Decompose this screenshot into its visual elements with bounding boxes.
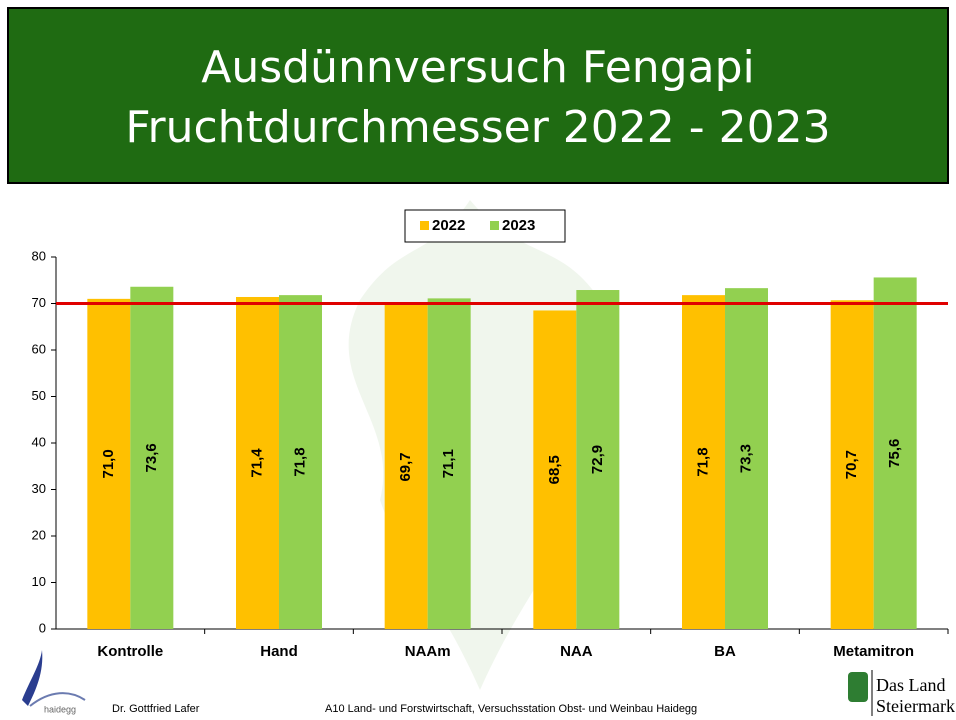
y-tick-label: 0 <box>39 620 46 635</box>
value-label: 71,8 <box>694 447 711 476</box>
y-tick-label: 70 <box>32 295 46 310</box>
y-tick-label: 80 <box>32 248 46 263</box>
x-tick-label: Metamitron <box>833 643 914 660</box>
x-tick-label: Hand <box>260 643 298 660</box>
x-tick-label: NAAm <box>405 643 451 660</box>
value-label: 71,0 <box>100 449 117 478</box>
brand: Das Land <box>876 675 945 695</box>
brand: Steiermark <box>876 696 955 716</box>
slide: Ausdünnversuch Fengapi Fruchtdurchmesser… <box>0 0 956 720</box>
y-tick-label: 20 <box>32 527 46 542</box>
legend-label: 2022 <box>432 217 465 234</box>
value-label: 68,5 <box>546 455 563 484</box>
title-line: Ausdünnversuch Fengapi <box>201 42 754 93</box>
value-label: 72,9 <box>589 445 606 474</box>
logo-text: haidegg <box>44 704 76 714</box>
x-tick-label: BA <box>714 643 736 660</box>
footer-author: Dr. Gottfried Lafer <box>112 703 200 715</box>
y-tick-label: 10 <box>32 574 46 589</box>
value-label: 73,3 <box>737 444 754 473</box>
value-label: 70,7 <box>843 450 860 479</box>
value-label: 71,4 <box>248 448 265 478</box>
y-tick-label: 40 <box>32 434 46 449</box>
y-tick-label: 50 <box>32 388 46 403</box>
legend-swatch <box>420 221 429 230</box>
x-tick-label: Kontrolle <box>97 643 163 660</box>
header <box>8 8 948 183</box>
crest <box>848 672 868 702</box>
value-label: 75,6 <box>886 439 903 468</box>
title-line: Fruchtdurchmesser 2022 - 2023 <box>125 102 830 153</box>
value-label: 71,8 <box>291 447 308 476</box>
legend-label: 2023 <box>502 217 535 234</box>
x-tick-label: NAA <box>560 643 593 660</box>
y-tick-label: 30 <box>32 481 46 496</box>
value-label: 69,7 <box>397 452 414 481</box>
footer-institution: A10 Land- und Forstwirtschaft, Versuchss… <box>325 703 697 715</box>
value-label: 71,1 <box>440 449 457 478</box>
y-tick-label: 60 <box>32 341 46 356</box>
legend-swatch <box>490 221 499 230</box>
value-label: 73,6 <box>143 443 160 472</box>
